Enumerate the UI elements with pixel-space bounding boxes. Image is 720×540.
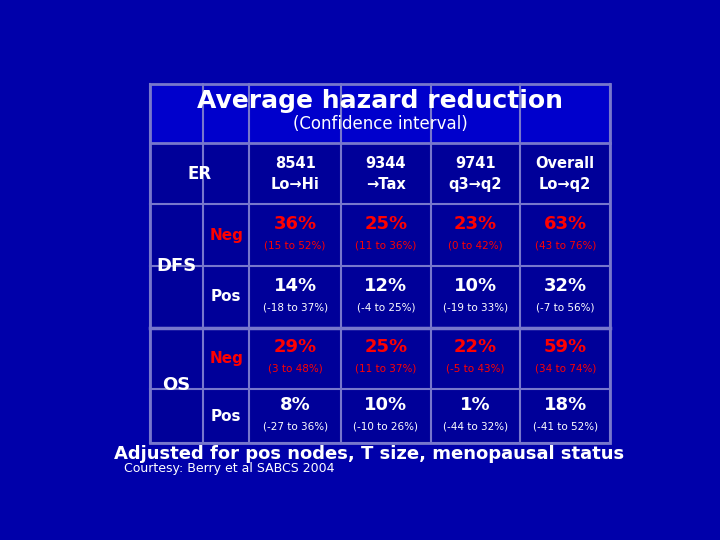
Text: 8541
Lo→Hi: 8541 Lo→Hi [271,156,320,192]
Bar [150,84,610,443]
Text: 9344
→Tax: 9344 →Tax [366,156,406,192]
Text: Pos: Pos [211,289,241,304]
Text: (0 to 42%): (0 to 42%) [449,241,503,251]
Text: Average hazard reduction: Average hazard reduction [197,89,563,113]
Text: (43 to 76%): (43 to 76%) [534,241,596,251]
Text: Pos: Pos [211,409,241,424]
Text: (-44 to 32%): (-44 to 32%) [443,422,508,431]
Text: DFS: DFS [156,257,197,275]
Text: ER: ER [188,165,212,183]
Text: (11 to 36%): (11 to 36%) [355,241,417,251]
Text: 22%: 22% [454,338,497,356]
Text: 1%: 1% [460,396,491,414]
Text: (-18 to 37%): (-18 to 37%) [263,302,328,312]
Text: Adjusted for pos nodes, T size, menopausal status: Adjusted for pos nodes, T size, menopaus… [114,444,624,463]
Text: 18%: 18% [544,396,587,414]
Text: 36%: 36% [274,215,317,233]
Text: 63%: 63% [544,215,587,233]
Text: (-27 to 36%): (-27 to 36%) [263,422,328,431]
Text: (-7 to 56%): (-7 to 56%) [536,302,595,312]
Bar [150,84,610,143]
Text: (-10 to 26%): (-10 to 26%) [354,422,418,431]
Text: 29%: 29% [274,338,317,356]
Text: 25%: 25% [364,338,408,356]
Text: (3 to 48%): (3 to 48%) [268,364,323,374]
Text: (-41 to 52%): (-41 to 52%) [533,422,598,431]
Text: (15 to 52%): (15 to 52%) [264,241,325,251]
Text: (-5 to 43%): (-5 to 43%) [446,364,505,374]
Text: (-4 to 25%): (-4 to 25%) [356,302,415,312]
Text: (34 to 74%): (34 to 74%) [534,364,596,374]
Text: (Confidence interval): (Confidence interval) [293,114,467,133]
Text: 9741
q3→q2: 9741 q3→q2 [449,156,503,192]
Text: 12%: 12% [364,276,408,294]
Text: 23%: 23% [454,215,497,233]
Text: OS: OS [163,376,191,394]
Text: 8%: 8% [280,396,310,414]
Text: Overall
Lo→q2: Overall Lo→q2 [536,156,595,192]
Text: 59%: 59% [544,338,587,356]
Text: 14%: 14% [274,276,317,294]
Text: 32%: 32% [544,276,587,294]
Text: (11 to 37%): (11 to 37%) [355,364,417,374]
Text: 10%: 10% [364,396,408,414]
Text: Neg: Neg [210,351,243,366]
Text: 25%: 25% [364,215,408,233]
Bar [150,143,610,443]
Text: Courtesy: Berry et al SABCS 2004: Courtesy: Berry et al SABCS 2004 [125,462,335,475]
Text: Neg: Neg [210,228,243,242]
Text: 10%: 10% [454,276,497,294]
Text: (-19 to 33%): (-19 to 33%) [443,302,508,312]
